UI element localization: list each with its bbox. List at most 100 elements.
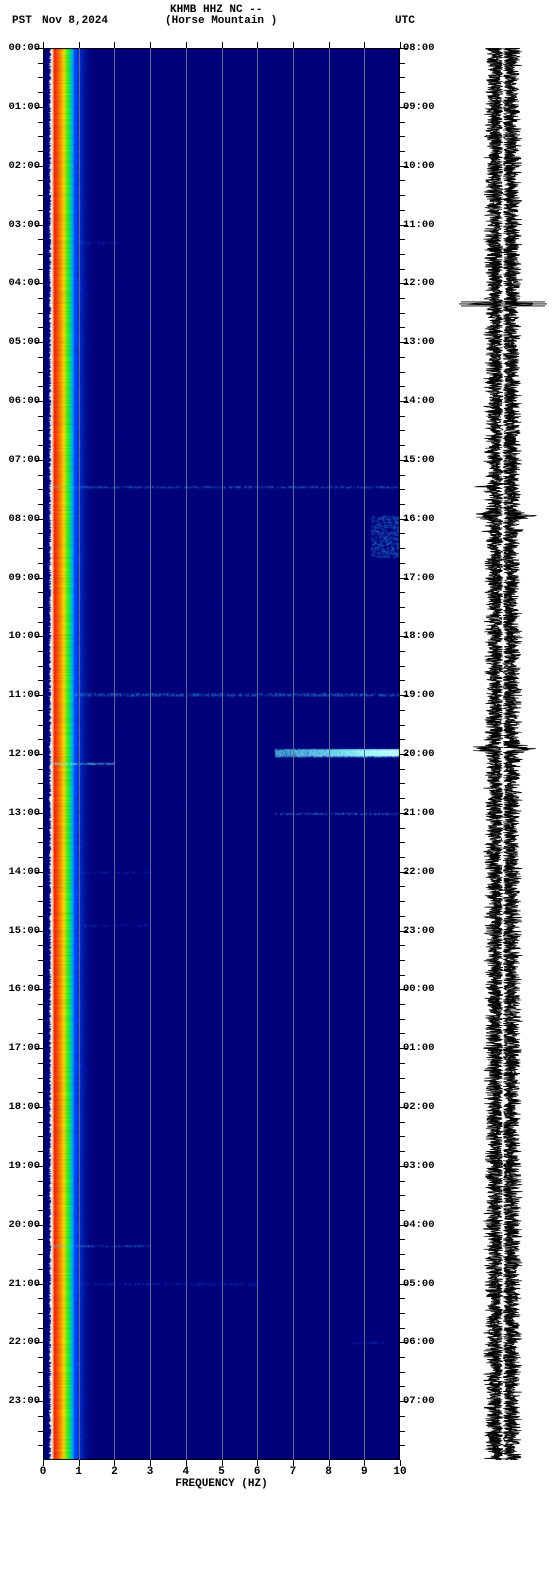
y-right-tick [400,1284,408,1285]
y-left-minor-tick [38,857,43,858]
y-left-minor-tick [38,1151,43,1152]
y-right-minor-tick [400,592,405,593]
y-left-tick [35,1107,43,1108]
x-label: 3 [147,1466,154,1478]
y-right-minor-tick [400,1019,405,1020]
grid-line [186,48,187,1460]
y-right-minor-tick [400,975,405,976]
x-label: 5 [218,1466,225,1478]
y-right-minor-tick [400,1195,405,1196]
y-left-minor-tick [38,725,43,726]
y-left-tick [35,460,43,461]
grid-line [222,48,223,1460]
y-left-minor-tick [38,1328,43,1329]
y-right-minor-tick [400,1254,405,1255]
y-left-minor-tick [38,1181,43,1182]
y-left-minor-tick [38,327,43,328]
y-right-minor-tick [400,1122,405,1123]
y-left-tick [35,225,43,226]
y-right-minor-tick [400,666,405,667]
y-left-tick [35,1048,43,1049]
y-left-minor-tick [38,1416,43,1417]
y-left-minor-tick [38,783,43,784]
grid-line [114,48,115,1460]
y-right-minor-tick [400,945,405,946]
x-tick [150,1460,151,1466]
y-right-minor-tick [400,1416,405,1417]
y-right-minor-tick [400,136,405,137]
y-left-tick [35,1342,43,1343]
y-left-minor-tick [38,739,43,740]
grid-line [257,48,258,1460]
y-right-tick [400,1401,408,1402]
y-left-minor-tick [38,901,43,902]
y-left-tick [35,1225,43,1226]
y-left-minor-tick [38,651,43,652]
y-left-minor-tick [38,489,43,490]
y-left-tick [35,519,43,520]
tz-left-label: PST [12,15,32,27]
y-right-minor-tick [400,92,405,93]
y-right-minor-tick [400,680,405,681]
y-left-tick [35,166,43,167]
y-right-minor-tick [400,1136,405,1137]
date-label: Nov 8,2024 [42,15,108,27]
x-tick-top [400,42,401,48]
y-right-minor-tick [400,445,405,446]
y-left-minor-tick [38,1372,43,1373]
y-right-minor-tick [400,857,405,858]
y-right-minor-tick [400,1328,405,1329]
y-left-minor-tick [38,945,43,946]
y-left-minor-tick [38,313,43,314]
y-right-minor-tick [400,725,405,726]
y-right-minor-tick [400,563,405,564]
y-right-minor-tick [400,77,405,78]
y-left-minor-tick [38,769,43,770]
y-left-minor-tick [38,886,43,887]
x-label: 0 [40,1466,47,1478]
y-right-tick [400,578,408,579]
y-right-minor-tick [400,504,405,505]
x-label: 7 [290,1466,297,1478]
x-tick [79,1460,80,1466]
y-right-minor-tick [400,1445,405,1446]
x-label: 1 [75,1466,82,1478]
y-left-minor-tick [38,416,43,417]
x-label: 8 [325,1466,332,1478]
y-left-minor-tick [38,1298,43,1299]
y-right-minor-tick [400,739,405,740]
y-right-tick [400,225,408,226]
x-tick [114,1460,115,1466]
y-left-minor-tick [38,77,43,78]
y-right-tick [400,460,408,461]
y-right-minor-tick [400,475,405,476]
y-left-tick [35,342,43,343]
y-right-tick [400,754,408,755]
y-left-minor-tick [38,151,43,152]
y-right-minor-tick [400,783,405,784]
y-right-minor-tick [400,313,405,314]
y-right-tick [400,989,408,990]
y-left-minor-tick [38,504,43,505]
y-left-minor-tick [38,533,43,534]
y-left-minor-tick [38,239,43,240]
y-left-minor-tick [38,798,43,799]
x-tick [364,1460,365,1466]
y-left-minor-tick [38,357,43,358]
y-left-minor-tick [38,563,43,564]
x-tick [329,1460,330,1466]
y-right-tick [400,107,408,108]
y-right-minor-tick [400,1372,405,1373]
y-right-minor-tick [400,63,405,64]
y-left-tick [35,989,43,990]
y-right-tick [400,931,408,932]
y-left-minor-tick [38,430,43,431]
y-left-minor-tick [38,386,43,387]
y-right-minor-tick [400,798,405,799]
y-right-tick [400,1342,408,1343]
y-right-tick [400,519,408,520]
y-right-minor-tick [400,416,405,417]
y-right-minor-tick [400,1386,405,1387]
y-left-tick [35,48,43,49]
y-right-minor-tick [400,651,405,652]
